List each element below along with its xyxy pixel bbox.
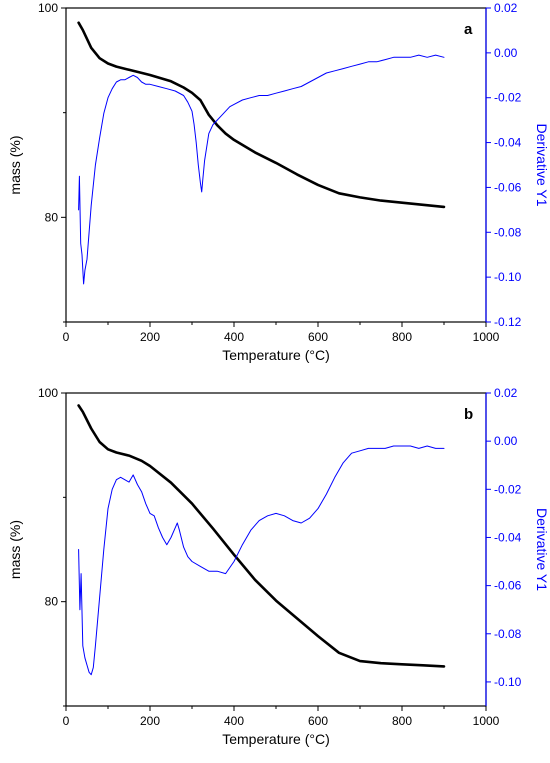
- y2-tick-label: 0.00: [494, 46, 518, 60]
- x-tick-label: 400: [224, 330, 244, 344]
- y2-tick-label: 0.02: [494, 386, 518, 400]
- y-tick-label: 80: [45, 595, 59, 609]
- x-tick-label: 1000: [473, 714, 500, 728]
- y2-tick-label: -0.02: [494, 91, 522, 105]
- mass-line: [77, 404, 446, 668]
- y2-tick-label: -0.06: [494, 180, 522, 194]
- x-tick-label: 600: [308, 330, 328, 344]
- x-tick-label: 0: [63, 330, 70, 344]
- x-tick-label: 400: [224, 714, 244, 728]
- x-tick-label: 1000: [473, 330, 500, 344]
- derivative-line: [78, 445, 445, 676]
- y2-tick-label: -0.12: [494, 315, 522, 329]
- y2-tick-label: -0.10: [494, 270, 522, 284]
- y2-tick-label: -0.08: [494, 627, 522, 641]
- y2-axis-title: Derivative Y1: [534, 123, 550, 206]
- x-tick-label: 800: [392, 714, 412, 728]
- panel-label: a: [464, 21, 473, 38]
- y-tick-label: 100: [38, 386, 58, 400]
- y2-tick-label: -0.04: [494, 530, 522, 544]
- x-axis-title: Temperature (°C): [222, 731, 330, 747]
- plot-frame: [65, 7, 487, 323]
- plot-frame: [65, 392, 487, 707]
- chart-panel-a: 0 200 400 600 800 1000 80 100 -0.12 -0.10 -0.08 -0.…: [7, 1, 550, 363]
- x-tick-label: 600: [308, 714, 328, 728]
- y2-tick-label: -0.08: [494, 225, 522, 239]
- y2-tick-label: -0.04: [494, 136, 522, 150]
- y-tick-label: 80: [45, 210, 59, 224]
- y2-tick-label: -0.02: [494, 482, 522, 496]
- y-axis-title: mass (%): [7, 520, 23, 579]
- panel-label: b: [464, 406, 473, 423]
- y-tick-label: 100: [38, 1, 58, 15]
- derivative-line: [78, 54, 445, 285]
- y2-tick-label: -0.10: [494, 675, 522, 689]
- chart-panel-b: 0 200 400 600 800 1000 80 100 -0.10 -0.08 -0.06 -0.…: [7, 386, 550, 747]
- x-tick-label: 800: [392, 330, 412, 344]
- y-axis-title: mass (%): [7, 135, 23, 194]
- y2-tick-label: -0.06: [494, 579, 522, 593]
- y2-tick-label: 0.02: [494, 1, 518, 15]
- y2-tick-label: 0.00: [494, 434, 518, 448]
- x-tick-label: 200: [140, 714, 160, 728]
- x-tick-label: 0: [63, 714, 70, 728]
- x-tick-label: 200: [140, 330, 160, 344]
- x-axis-title: Temperature (°C): [222, 347, 330, 363]
- mass-line: [77, 21, 446, 209]
- y2-axis-title: Derivative Y1: [534, 508, 550, 591]
